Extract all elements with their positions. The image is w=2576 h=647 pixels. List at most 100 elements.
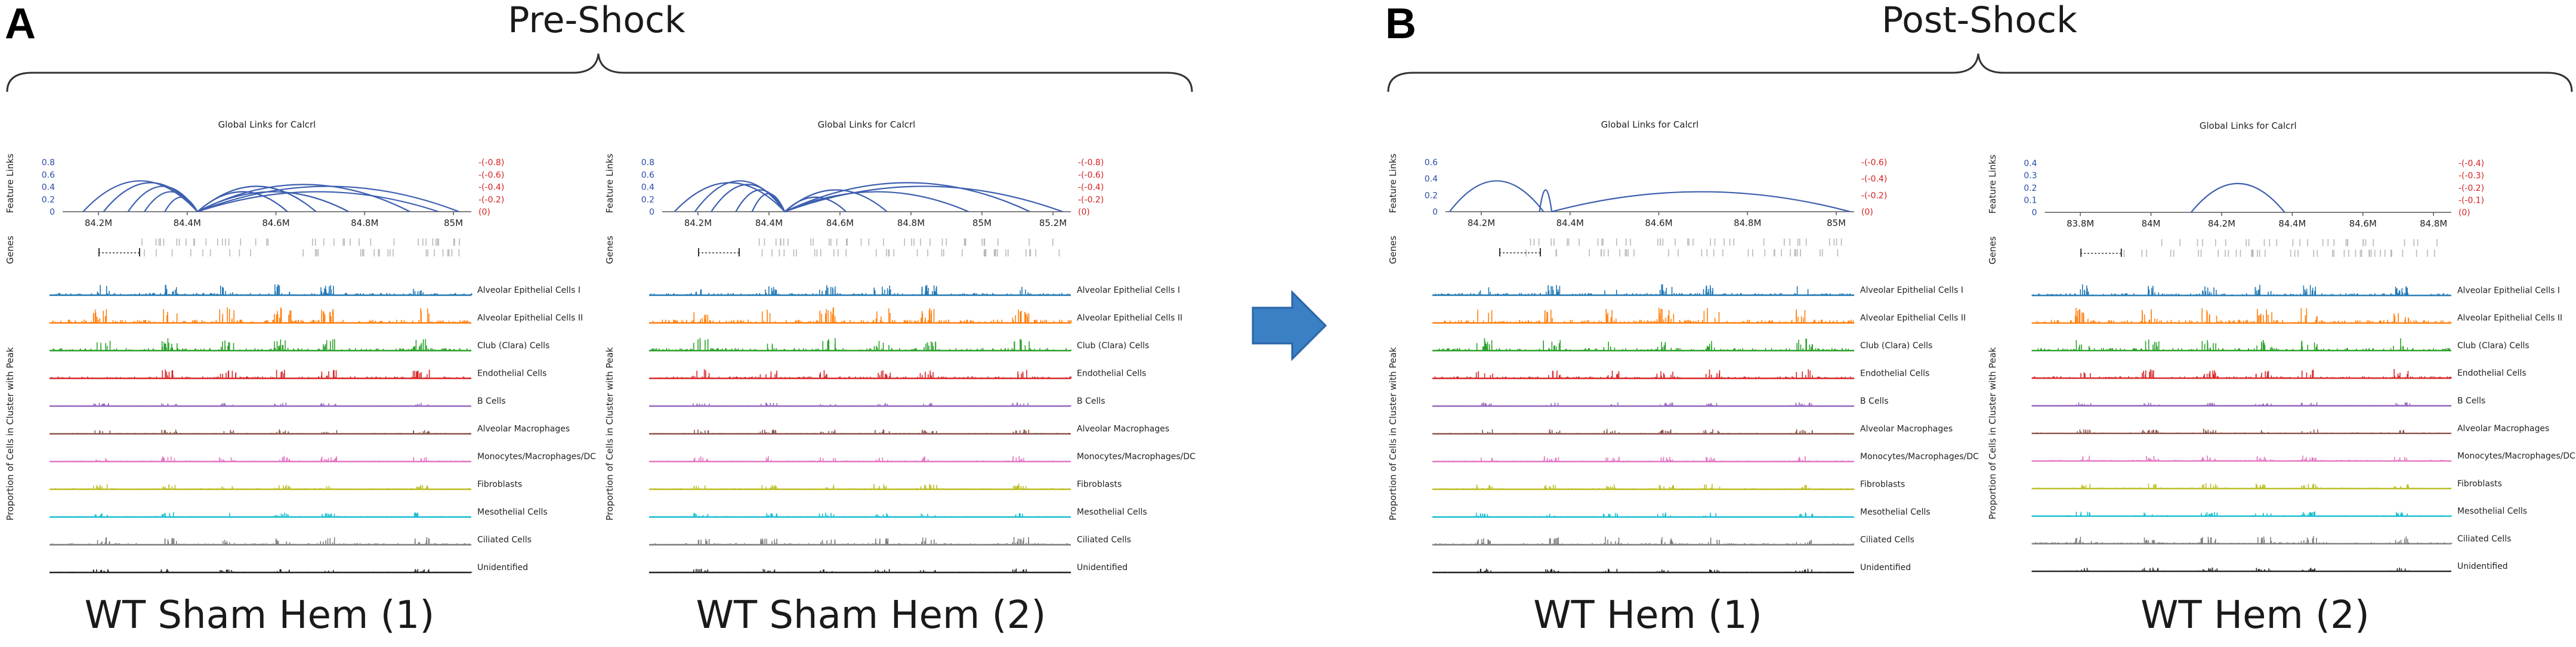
track-ciliated-cells xyxy=(1432,537,1854,546)
x-tick-label: 84.2M xyxy=(684,218,712,228)
track-alveolar-epithelial-cells-ii xyxy=(50,307,471,324)
gene-track xyxy=(141,239,460,256)
track-b-cells xyxy=(2031,402,2452,407)
track-alveolar-epithelial-cells-ii xyxy=(649,307,1072,324)
track-monocytes-macrophages-dc xyxy=(1432,456,1854,463)
y-tick-left: 0.4 xyxy=(42,183,55,193)
sample-panel-wt-sham-hem-2: Global Links for Calcrl Feature Links 0.8 0… xyxy=(600,113,1196,578)
track-label-alveolar-epithelial-cells-ii: Alveolar Epithelial Cells II xyxy=(1860,314,1966,323)
track-fibroblasts xyxy=(649,484,1071,490)
track-alveolar-epithelial-cells-ii xyxy=(2031,308,2452,324)
peak-axis-label: Proportion of Cells in Cluster with Peak xyxy=(1987,347,1998,519)
track-monocytes-macrophages-dc xyxy=(50,456,471,463)
track-label-unidentified: Unidentified xyxy=(2457,562,2508,571)
genome-plot: Global Links for Calcrl Feature Links 0.6 0… xyxy=(1388,119,1979,574)
track-label-monocytes-macrophages-dc: Monocytes/Macrophages/DC xyxy=(2457,451,2575,461)
track-alveolar-macrophages xyxy=(649,429,1071,435)
link-arc xyxy=(1551,191,1851,213)
track-label-unidentified: Unidentified xyxy=(477,563,528,572)
track-label-alveolar-epithelial-cells-ii: Alveolar Epithelial Cells II xyxy=(1077,314,1182,323)
track-fibroblasts xyxy=(2031,483,2452,490)
track-label-alveolar-macrophages: Alveolar Macrophages xyxy=(1077,425,1169,434)
track-label-endothelial-cells: Endothelial Cells xyxy=(2457,369,2526,378)
sample-label-wt-hem-1: WT Hem (1) xyxy=(1533,593,1762,637)
y-tick-left: 0.4 xyxy=(2024,159,2037,169)
link-arc xyxy=(197,185,317,212)
track-label-ciliated-cells: Ciliated Cells xyxy=(1860,535,1914,545)
link-arc xyxy=(82,180,198,212)
y-tick-left: 0.1 xyxy=(2024,196,2037,205)
y-tick-right: -(-0.4) xyxy=(1078,183,1104,193)
x-tick-label: 83.8M xyxy=(2067,218,2094,229)
track-unidentified xyxy=(649,568,1071,574)
y-tick-left: 0.8 xyxy=(42,158,55,168)
y-tick-right: (0) xyxy=(1861,208,1873,217)
plot-title: Global Links for Calcrl xyxy=(2200,120,2297,131)
y-tick-right: -(-0.3) xyxy=(2458,171,2484,181)
track-label-alveolar-epithelial-cells-i: Alveolar Epithelial Cells I xyxy=(477,286,580,295)
y-tick-left: 0 xyxy=(50,208,55,217)
track-club-clara-cells xyxy=(649,338,1072,352)
track-endothelial-cells xyxy=(50,369,471,379)
track-mesothelial-cells xyxy=(2031,511,2452,517)
sample-panel-wt-hem-1: Global Links for Calcrl Feature Links 0.6 0… xyxy=(1383,113,1979,578)
track-b-cells xyxy=(50,403,471,407)
peak-axis-label: Proportion of Cells in Cluster with Peak xyxy=(5,347,16,521)
track-fibroblasts xyxy=(50,484,471,490)
link-arc xyxy=(103,182,198,212)
track-alveolar-epithelial-cells-i xyxy=(649,284,1071,296)
track-endothelial-cells xyxy=(649,369,1072,379)
plot-title: Global Links for Calcrl xyxy=(218,119,316,130)
gene-track xyxy=(1525,239,1842,256)
track-alveolar-epithelial-cells-i xyxy=(2031,284,2452,296)
gene-track xyxy=(2123,239,2438,257)
x-tick-label: 84.2M xyxy=(2208,218,2235,229)
track-label-alveolar-epithelial-cells-i: Alveolar Epithelial Cells I xyxy=(2457,286,2560,295)
link-arc xyxy=(711,184,786,212)
x-tick-label: 84.8M xyxy=(1734,218,1761,228)
track-club-clara-cells xyxy=(2031,338,2452,352)
track-label-club-clara-cells: Club (Clara) Cells xyxy=(1077,341,1149,351)
track-unidentified xyxy=(1432,568,1854,574)
genome-plot: Global Links for Calcrl Feature Links 0.8 0… xyxy=(604,119,1196,574)
y-tick-right: -(-0.2) xyxy=(478,195,504,205)
peak-axis-label: Proportion of Cells in Cluster with Peak xyxy=(1388,347,1398,521)
track-label-b-cells: B Cells xyxy=(2457,397,2485,406)
plot-title: Global Links for Calcrl xyxy=(818,119,916,130)
y-tick-left: 0.6 xyxy=(42,171,55,180)
calcrl-gene-icon xyxy=(1499,248,1541,256)
track-label-alveolar-macrophages: Alveolar Macrophages xyxy=(1860,425,1953,434)
track-label-ciliated-cells: Ciliated Cells xyxy=(1077,535,1131,545)
track-label-fibroblasts: Fibroblasts xyxy=(477,480,522,490)
x-tick-label: 85M xyxy=(972,218,992,228)
y-tick-right: (0) xyxy=(1078,208,1090,217)
y-tick-left: 0.3 xyxy=(2024,171,2037,181)
y-tick-right: -(-0.2) xyxy=(1861,191,1887,200)
track-mesothelial-cells xyxy=(50,512,471,518)
track-label-monocytes-macrophages-dc: Monocytes/Macrophages/DC xyxy=(477,452,596,462)
link-arc xyxy=(164,196,199,212)
track-label-mesothelial-cells: Mesothelial Cells xyxy=(2457,507,2527,516)
track-label-monocytes-macrophages-dc: Monocytes/Macrophages/DC xyxy=(1077,452,1196,462)
gene-track xyxy=(758,239,1060,256)
y-tick-left: 0.2 xyxy=(2024,184,2037,193)
track-unidentified xyxy=(50,569,472,574)
link-arc xyxy=(751,193,786,212)
y-tick-left: 0.6 xyxy=(1425,158,1438,168)
track-mesothelial-cells xyxy=(649,512,1071,518)
y-tick-left: 0 xyxy=(1432,208,1438,217)
y-tick-left: 0.6 xyxy=(641,171,654,180)
track-alveolar-macrophages xyxy=(1432,429,1854,435)
genome-plot: Global Links for Calcrl Feature Links 0.4 0… xyxy=(1987,120,2575,572)
x-tick-label: 84.4M xyxy=(1556,218,1584,228)
panel-letter-a: A xyxy=(5,0,36,48)
x-tick-label: 84.2M xyxy=(1468,218,1495,228)
track-ciliated-cells xyxy=(649,537,1071,546)
track-alveolar-epithelial-cells-i xyxy=(50,284,472,296)
track-label-endothelial-cells: Endothelial Cells xyxy=(1860,369,1929,379)
genes-axis-label: Genes xyxy=(1388,236,1398,264)
feature-links-axis-label: Feature Links xyxy=(1388,153,1398,213)
link-arc xyxy=(784,189,888,212)
y-tick-right: -(-0.8) xyxy=(478,158,504,168)
